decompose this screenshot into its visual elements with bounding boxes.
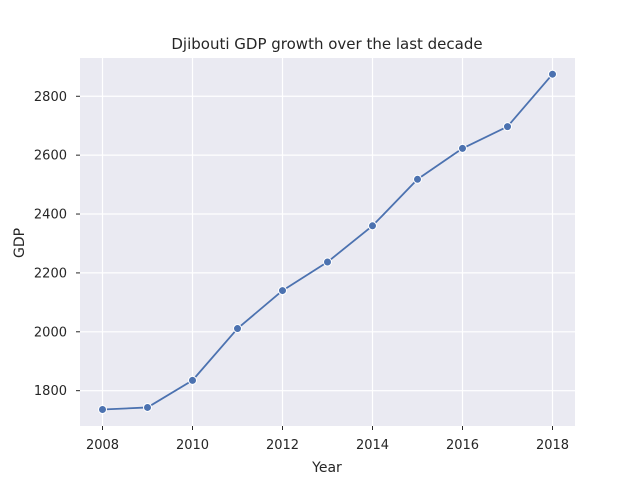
data-point — [413, 174, 422, 184]
x-tick-label: 2014 — [356, 438, 389, 453]
y-tick-label: 1800 — [34, 384, 67, 399]
x-tick-label: 2018 — [536, 438, 569, 453]
y-axis-label: GDP — [12, 228, 28, 258]
data-point — [143, 402, 152, 412]
data-point — [548, 69, 557, 79]
y-tick-label: 2400 — [34, 208, 67, 223]
series-group — [98, 69, 557, 415]
data-point — [278, 286, 287, 296]
data-point — [368, 221, 377, 231]
data-point — [458, 143, 467, 153]
y-tick-label: 2600 — [34, 149, 67, 164]
data-point — [188, 375, 197, 385]
y-tick-label: 2000 — [34, 325, 67, 340]
x-tick-label: 2010 — [176, 438, 209, 453]
chart-title: Djibouti GDP growth over the last decade — [171, 35, 482, 53]
x-axis-ticks: 2008 2010 2012 2014 2016 2018 — [86, 426, 569, 453]
data-point — [323, 257, 332, 267]
y-axis-ticks: 1800 2000 2200 2400 2600 2800 — [34, 90, 80, 399]
x-tick-label: 2008 — [86, 438, 119, 453]
data-point — [503, 122, 512, 132]
data-point — [233, 324, 242, 334]
data-point — [98, 405, 107, 415]
x-tick-label: 2016 — [446, 438, 479, 453]
x-axis-label: Year — [311, 460, 342, 476]
y-tick-label: 2200 — [34, 266, 67, 281]
y-tick-label: 2800 — [34, 90, 67, 105]
grid — [80, 58, 575, 426]
plot-area — [80, 58, 575, 426]
x-tick-label: 2012 — [266, 438, 299, 453]
